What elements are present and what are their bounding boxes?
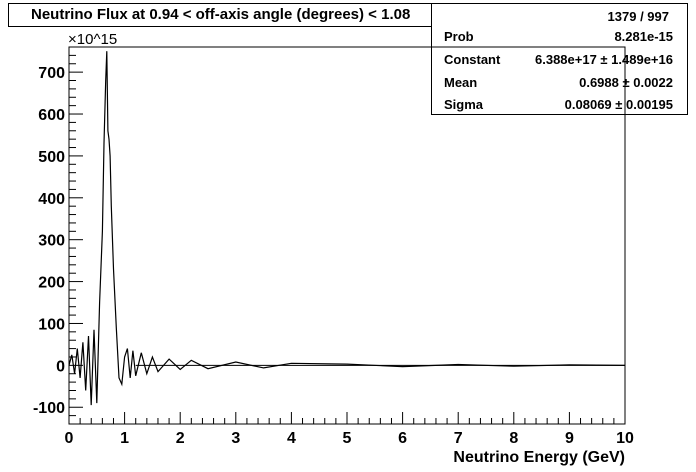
stats-value: 0.6988 ± 0.0022 xyxy=(579,75,673,90)
y-tick-label: 500 xyxy=(38,149,65,166)
x-tick-label: 3 xyxy=(231,430,240,447)
stats-label: Sigma xyxy=(444,97,484,112)
stats-row-constant: Constant 6.388e+17 ± 1.489e+16 xyxy=(444,52,673,72)
y-tick-label: 100 xyxy=(38,316,65,333)
y-tick-label: -100 xyxy=(33,400,65,417)
y-tick-label: 600 xyxy=(38,107,65,124)
stats-value: 0.08069 ± 0.00195 xyxy=(564,97,673,112)
y-tick-label: 0 xyxy=(56,358,65,375)
stats-header: 1379 / 997 xyxy=(607,9,669,24)
x-tick-label: 2 xyxy=(176,430,185,447)
x-tick-label: 0 xyxy=(65,430,74,447)
series-group xyxy=(68,51,626,406)
stats-row-mean: Mean 0.6988 ± 0.0022 xyxy=(444,75,673,95)
y-tick-label: 400 xyxy=(38,191,65,208)
x-tick-label: 8 xyxy=(509,430,518,447)
stats-value: 8.281e-15 xyxy=(614,29,673,44)
stats-value: 6.388e+17 ± 1.489e+16 xyxy=(535,52,673,67)
stats-row-sigma: Sigma 0.08069 ± 0.00195 xyxy=(444,97,673,117)
x-tick-label: 4 xyxy=(287,430,296,447)
x-tick-label: 5 xyxy=(343,430,352,447)
stats-row-prob: Prob 8.281e-15 xyxy=(444,29,673,49)
y-multiplier: ×10^15 xyxy=(68,31,117,48)
stats-label: Mean xyxy=(444,75,478,90)
stats-label: Prob xyxy=(444,29,474,44)
x-tick-label: 6 xyxy=(398,430,407,447)
series-line xyxy=(68,51,626,406)
y-tick-label: 200 xyxy=(38,275,65,292)
x-tick-label: 10 xyxy=(616,430,634,447)
frame xyxy=(68,46,626,425)
x-tick-label: 7 xyxy=(454,430,463,447)
y-tick-label: 300 xyxy=(38,233,65,250)
chart-title: Neutrino Flux at 0.94 < off-axis angle (… xyxy=(8,3,468,27)
x-tick-label: 1 xyxy=(120,430,129,447)
stats-box: 1379 / 997 Prob 8.281e-15 Constant 6.388… xyxy=(431,3,688,115)
y-tick-label: 700 xyxy=(38,65,65,82)
stats-label: Constant xyxy=(444,52,501,67)
x-axis-label: Neutrino Energy (GeV) xyxy=(453,449,625,466)
x-tick-label: 9 xyxy=(565,430,574,447)
